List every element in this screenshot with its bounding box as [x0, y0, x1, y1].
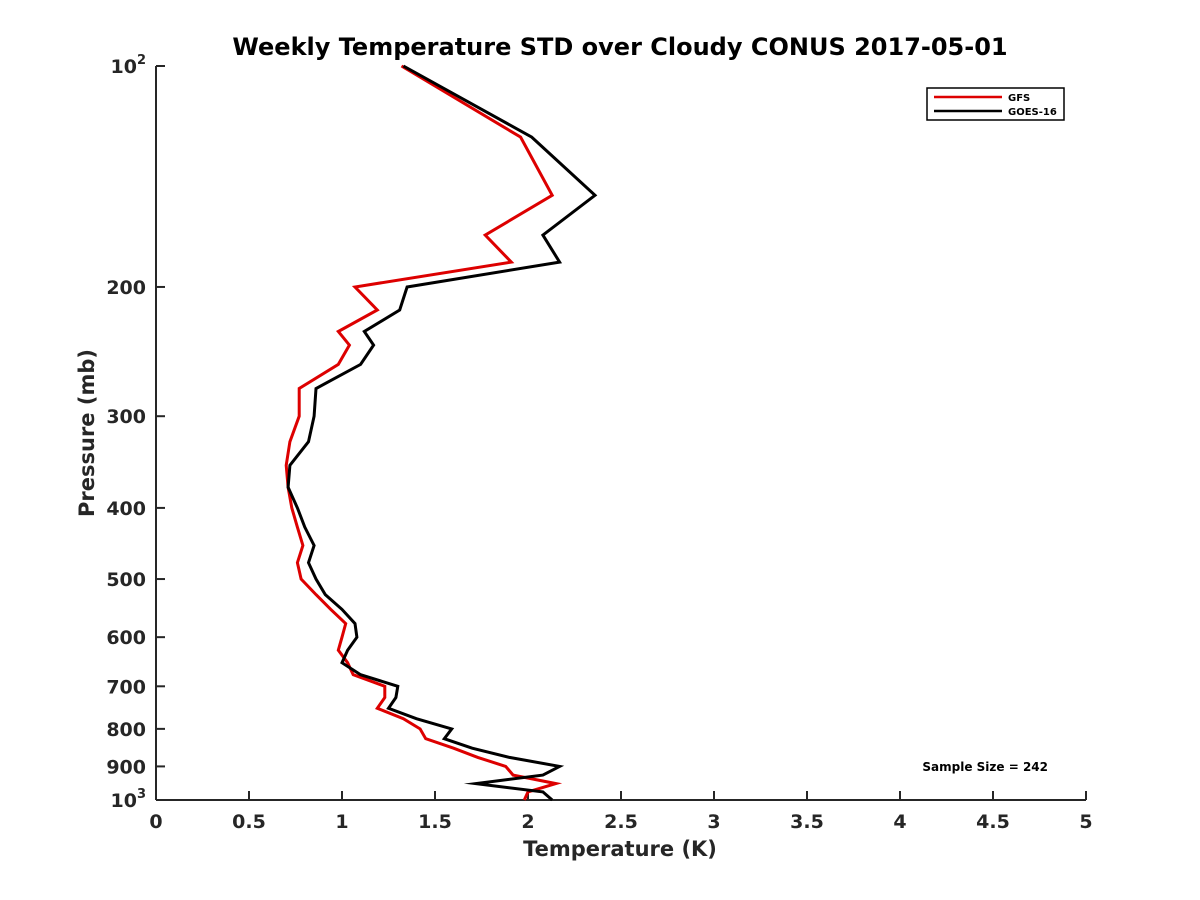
y-tick-label: 700 [106, 676, 146, 698]
legend-label-goes-16: GOES-16 [1008, 107, 1057, 118]
y-tick-label: 200 [106, 277, 146, 299]
x-tick-label: 4.5 [976, 811, 1010, 833]
legend-label-gfs: GFS [1008, 93, 1030, 104]
x-tick-label: 1 [335, 811, 348, 833]
x-tick-label: 3.5 [790, 811, 824, 833]
y-ticks: 102 200 300 400 500 600 700 800 900 103 [106, 53, 165, 812]
chart-title: Weekly Temperature STD over Cloudy CONUS… [232, 33, 1007, 61]
y-tick-label: 400 [106, 498, 146, 520]
x-ticks: 0 0.5 1 1.5 2 2.5 3 3.5 4 4.5 5 [149, 791, 1093, 833]
x-tick-label: 5 [1079, 811, 1092, 833]
x-tick-label: 1.5 [418, 811, 452, 833]
y-tick-label: 300 [106, 406, 146, 428]
series-layer [284, 64, 598, 802]
x-axis-label: Temperature (K) [523, 837, 717, 861]
y-tick-label: 900 [106, 756, 146, 778]
legend: GFS GOES-16 [926, 87, 1065, 121]
y-tick-label: 600 [106, 627, 146, 649]
series-line-gfs [284, 64, 563, 801]
x-tick-label: 3 [707, 811, 720, 833]
x-tick-label: 2.5 [604, 811, 638, 833]
y-tick-label: 102 [111, 53, 147, 78]
x-tick-label: 0.5 [232, 811, 266, 833]
y-tick-label: 800 [106, 719, 146, 741]
axes [155, 66, 1086, 801]
x-tick-label: 4 [893, 811, 906, 833]
series-line-goes-16 [286, 64, 598, 802]
y-tick-label: 103 [111, 787, 147, 812]
x-tick-label: 2 [521, 811, 534, 833]
y-axis-label: Pressure (mb) [75, 349, 99, 517]
y-tick-label: 500 [106, 569, 146, 591]
x-tick-label: 0 [149, 811, 162, 833]
legend-box [926, 87, 1065, 121]
sample-size-annotation: Sample Size = 242 [922, 760, 1048, 774]
